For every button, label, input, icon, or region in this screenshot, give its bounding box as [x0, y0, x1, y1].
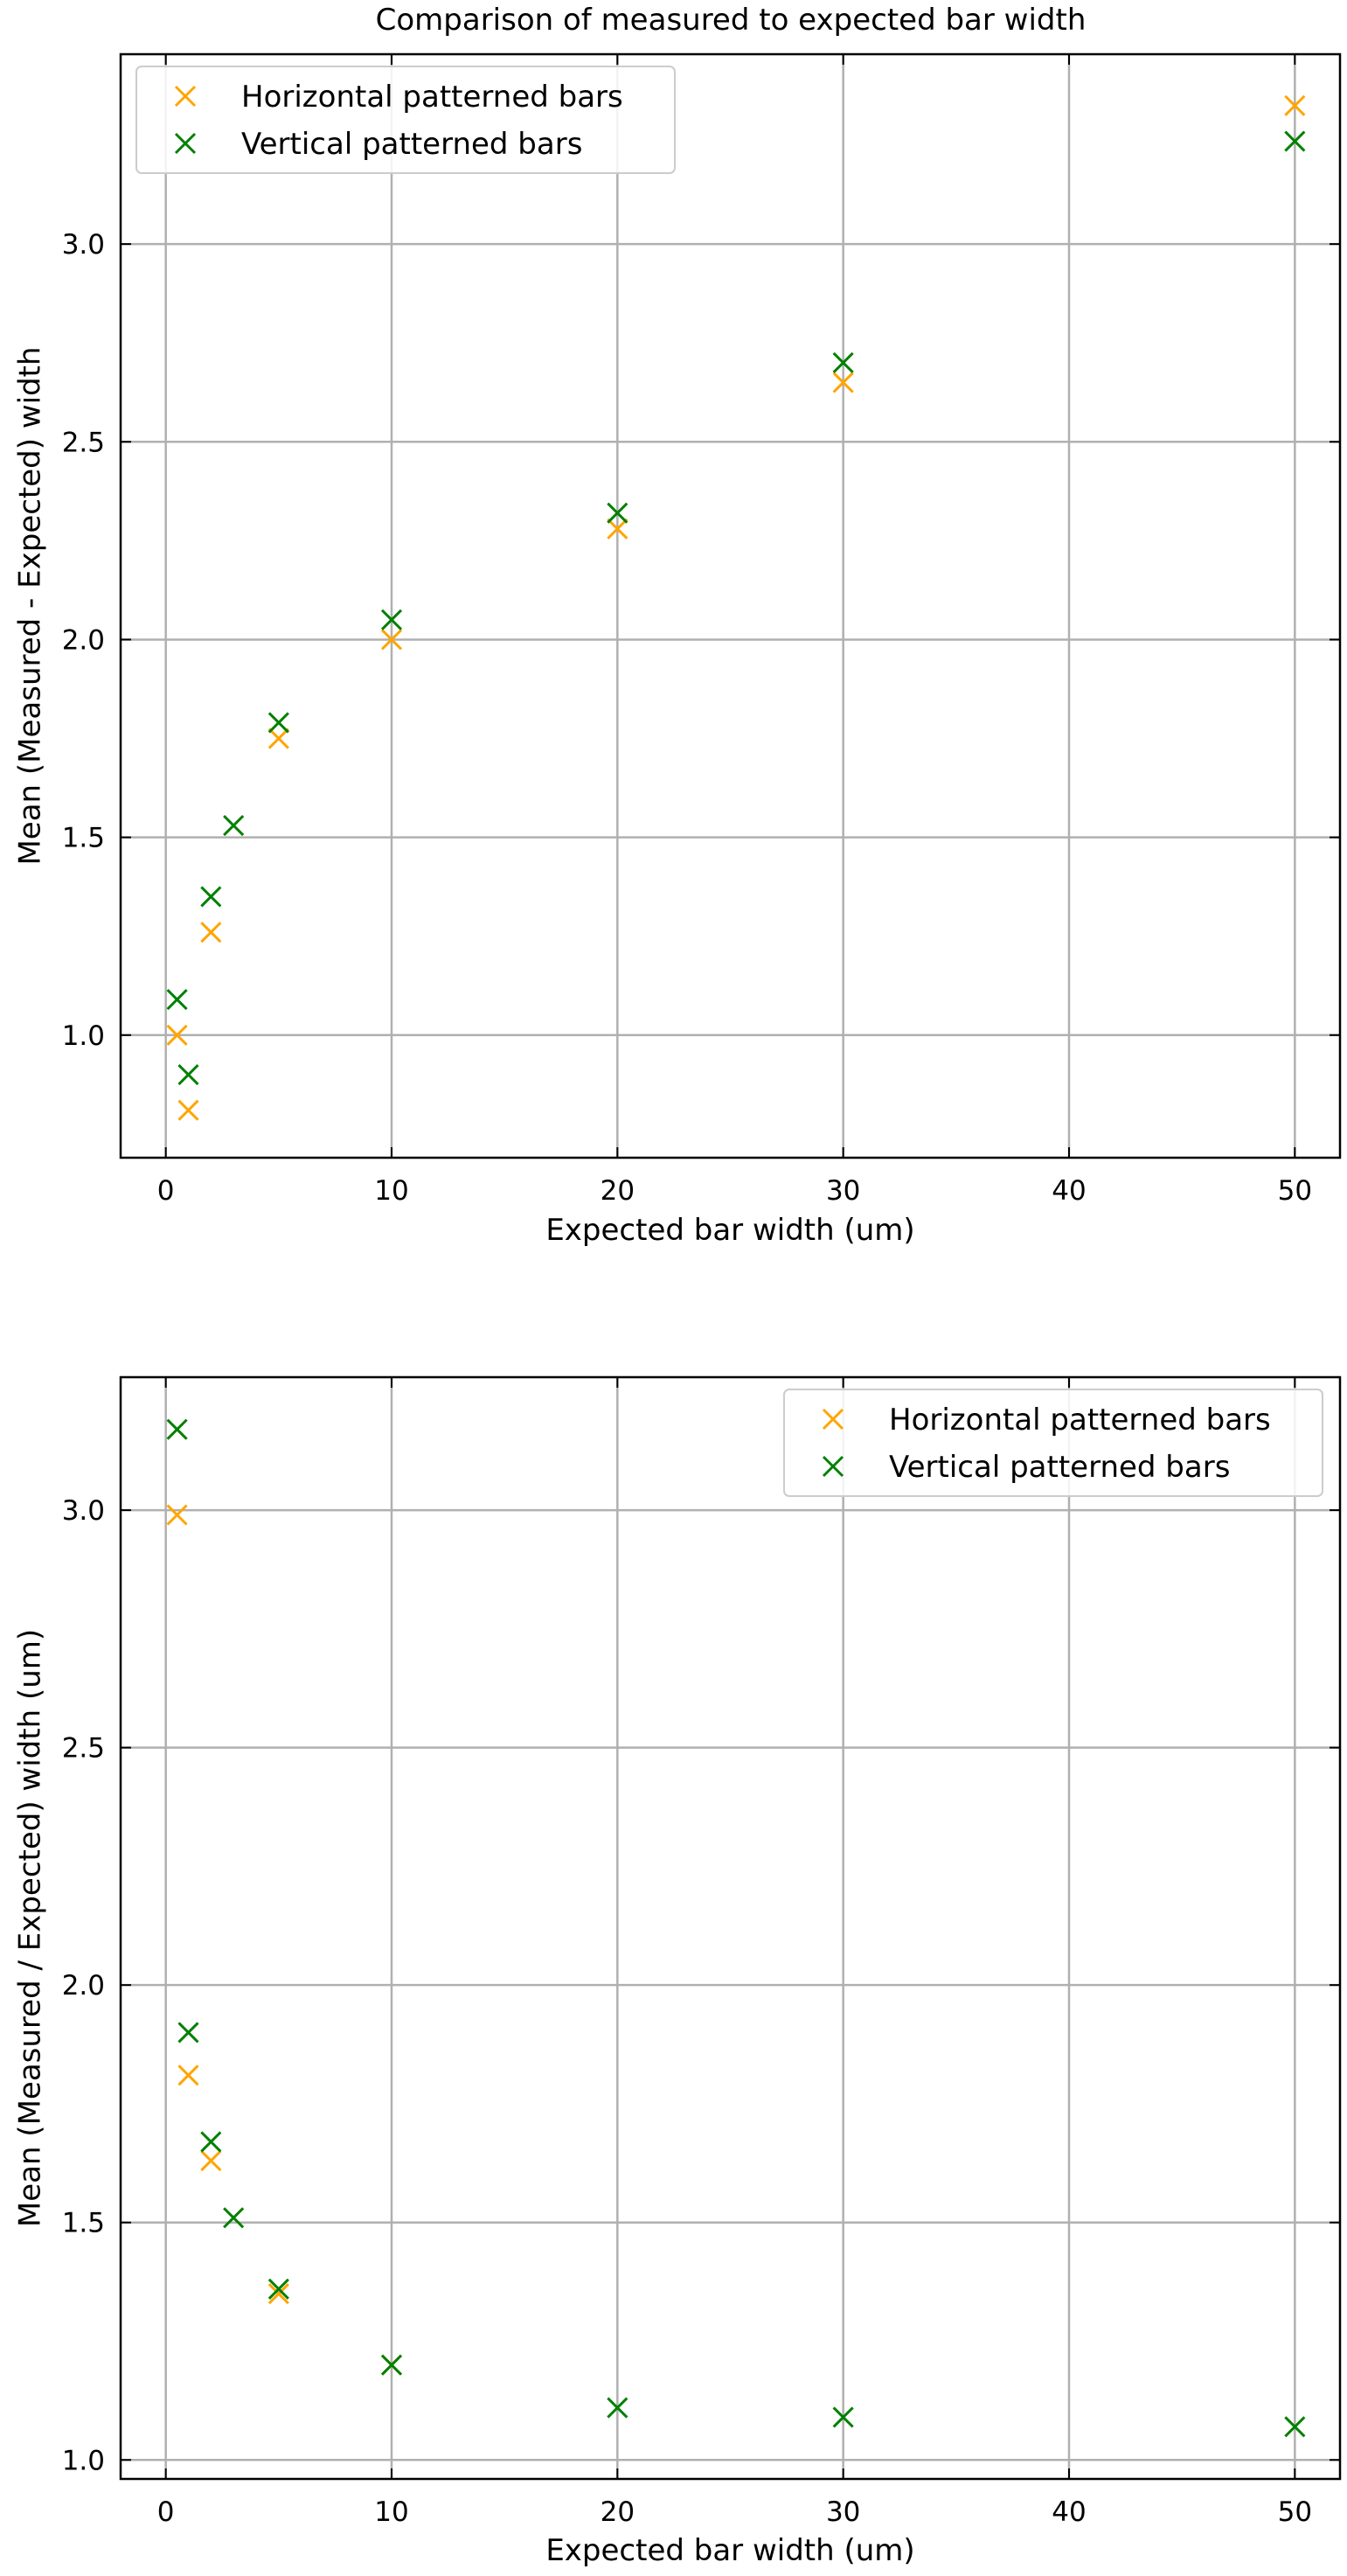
data-point: [166, 1024, 188, 1046]
x-axis-label: Expected bar width (um): [545, 2533, 914, 2568]
data-point: [267, 712, 289, 734]
legend-label: Vertical patterned bars: [241, 127, 582, 162]
data-point: [607, 518, 628, 540]
legend-marker: [822, 1455, 844, 1478]
y-tick-label: 1.0: [62, 2445, 105, 2476]
data-point: [177, 2064, 199, 2086]
data-point: [832, 2406, 854, 2428]
data-point: [200, 922, 222, 943]
data-point: [832, 372, 854, 393]
data-point: [380, 629, 403, 651]
data-point: [1284, 94, 1306, 116]
data-point: [223, 814, 245, 837]
x-tick-label: 30: [826, 1175, 860, 1207]
x-tick-label: 0: [157, 1175, 175, 1207]
legend-item: Horizontal patterned bars: [174, 80, 623, 115]
chart-bottom: 0 10 20 30 40 50 1.0 1.5 2.0 2.5 3.0 Expected bar w…: [13, 1375, 1342, 2568]
data-point: [177, 1099, 199, 1121]
y-tick-label: 2.0: [62, 624, 105, 656]
series-horizontal: [166, 94, 1306, 1121]
x-tick-label: 50: [1278, 1175, 1312, 1207]
y-tick-label: 2.5: [62, 1733, 105, 1765]
x-tick-label: 30: [826, 2496, 860, 2528]
legend: Horizontal patterned bars Vertical patter…: [135, 66, 676, 174]
legend-box: [135, 66, 676, 174]
data-point: [200, 2131, 222, 2153]
series-vertical: [166, 130, 1306, 1086]
x-tick-label: 0: [157, 2496, 175, 2528]
x-tick-label: 50: [1278, 2496, 1312, 2528]
y-tick-label: 1.5: [62, 823, 105, 854]
x-tick-label: 20: [601, 2496, 635, 2528]
data-point: [267, 728, 289, 749]
y-tick-label: 3.0: [62, 1495, 105, 1527]
data-point: [267, 2278, 289, 2300]
y-tick-label: 3.0: [62, 229, 105, 261]
data-point: [166, 1504, 188, 1526]
data-point: [200, 2150, 222, 2172]
data-point: [1284, 2416, 1306, 2438]
legend-marker: [174, 132, 197, 155]
legend-label: Vertical patterned bars: [889, 1450, 1230, 1485]
x-tick-label: 20: [601, 1175, 635, 1207]
legend-item: Vertical patterned bars: [822, 1450, 1230, 1485]
y-tick-label: 2.0: [62, 1970, 105, 2002]
figure-title: Comparison of measured to expected bar w…: [376, 3, 1087, 38]
axes-frame: [119, 52, 1342, 1159]
legend-item: Vertical patterned bars: [174, 127, 582, 162]
x-tick-label: 40: [1052, 2496, 1086, 2528]
data-point: [166, 989, 188, 1011]
legend-box: [783, 1389, 1323, 1497]
axes-frame: [119, 1375, 1342, 2481]
legend-marker: [174, 85, 197, 108]
y-axis-label: Mean (Measured - Expected) width: [13, 346, 48, 865]
x-tick-label: 40: [1052, 1175, 1086, 1207]
data-point: [177, 2022, 199, 2043]
y-axis-label: Mean (Measured / Expected) width (um): [13, 1629, 48, 2227]
chart-top: 0 10 20 30 40 50 1.0 1.5 2.0 2.5 3.0 Expected bar w…: [13, 52, 1342, 1248]
data-point: [267, 2283, 289, 2305]
data-point: [380, 609, 403, 630]
y-tick-label: 2.5: [62, 427, 105, 458]
data-point: [166, 1418, 188, 1440]
data-point: [177, 1063, 199, 1086]
y-tick-label: 1.0: [62, 1020, 105, 1052]
legend-marker: [822, 1408, 844, 1431]
series-vertical: [166, 1418, 1306, 2438]
legend: Horizontal patterned bars Vertical patter…: [783, 1389, 1323, 1497]
data-point: [200, 886, 222, 908]
y-tick-label: 1.5: [62, 2208, 105, 2239]
data-point: [832, 352, 854, 373]
x-tick-label: 10: [374, 1175, 408, 1207]
data-point: [607, 2397, 628, 2419]
data-point: [1284, 130, 1306, 152]
legend-item: Horizontal patterned bars: [822, 1403, 1271, 1438]
data-point: [380, 2354, 403, 2376]
data-point: [607, 502, 628, 524]
legend-label: Horizontal patterned bars: [889, 1403, 1271, 1438]
legend-label: Horizontal patterned bars: [241, 80, 623, 115]
x-axis-label: Expected bar width (um): [545, 1213, 914, 1248]
x-tick-label: 10: [374, 2496, 408, 2528]
data-point: [223, 2207, 245, 2229]
